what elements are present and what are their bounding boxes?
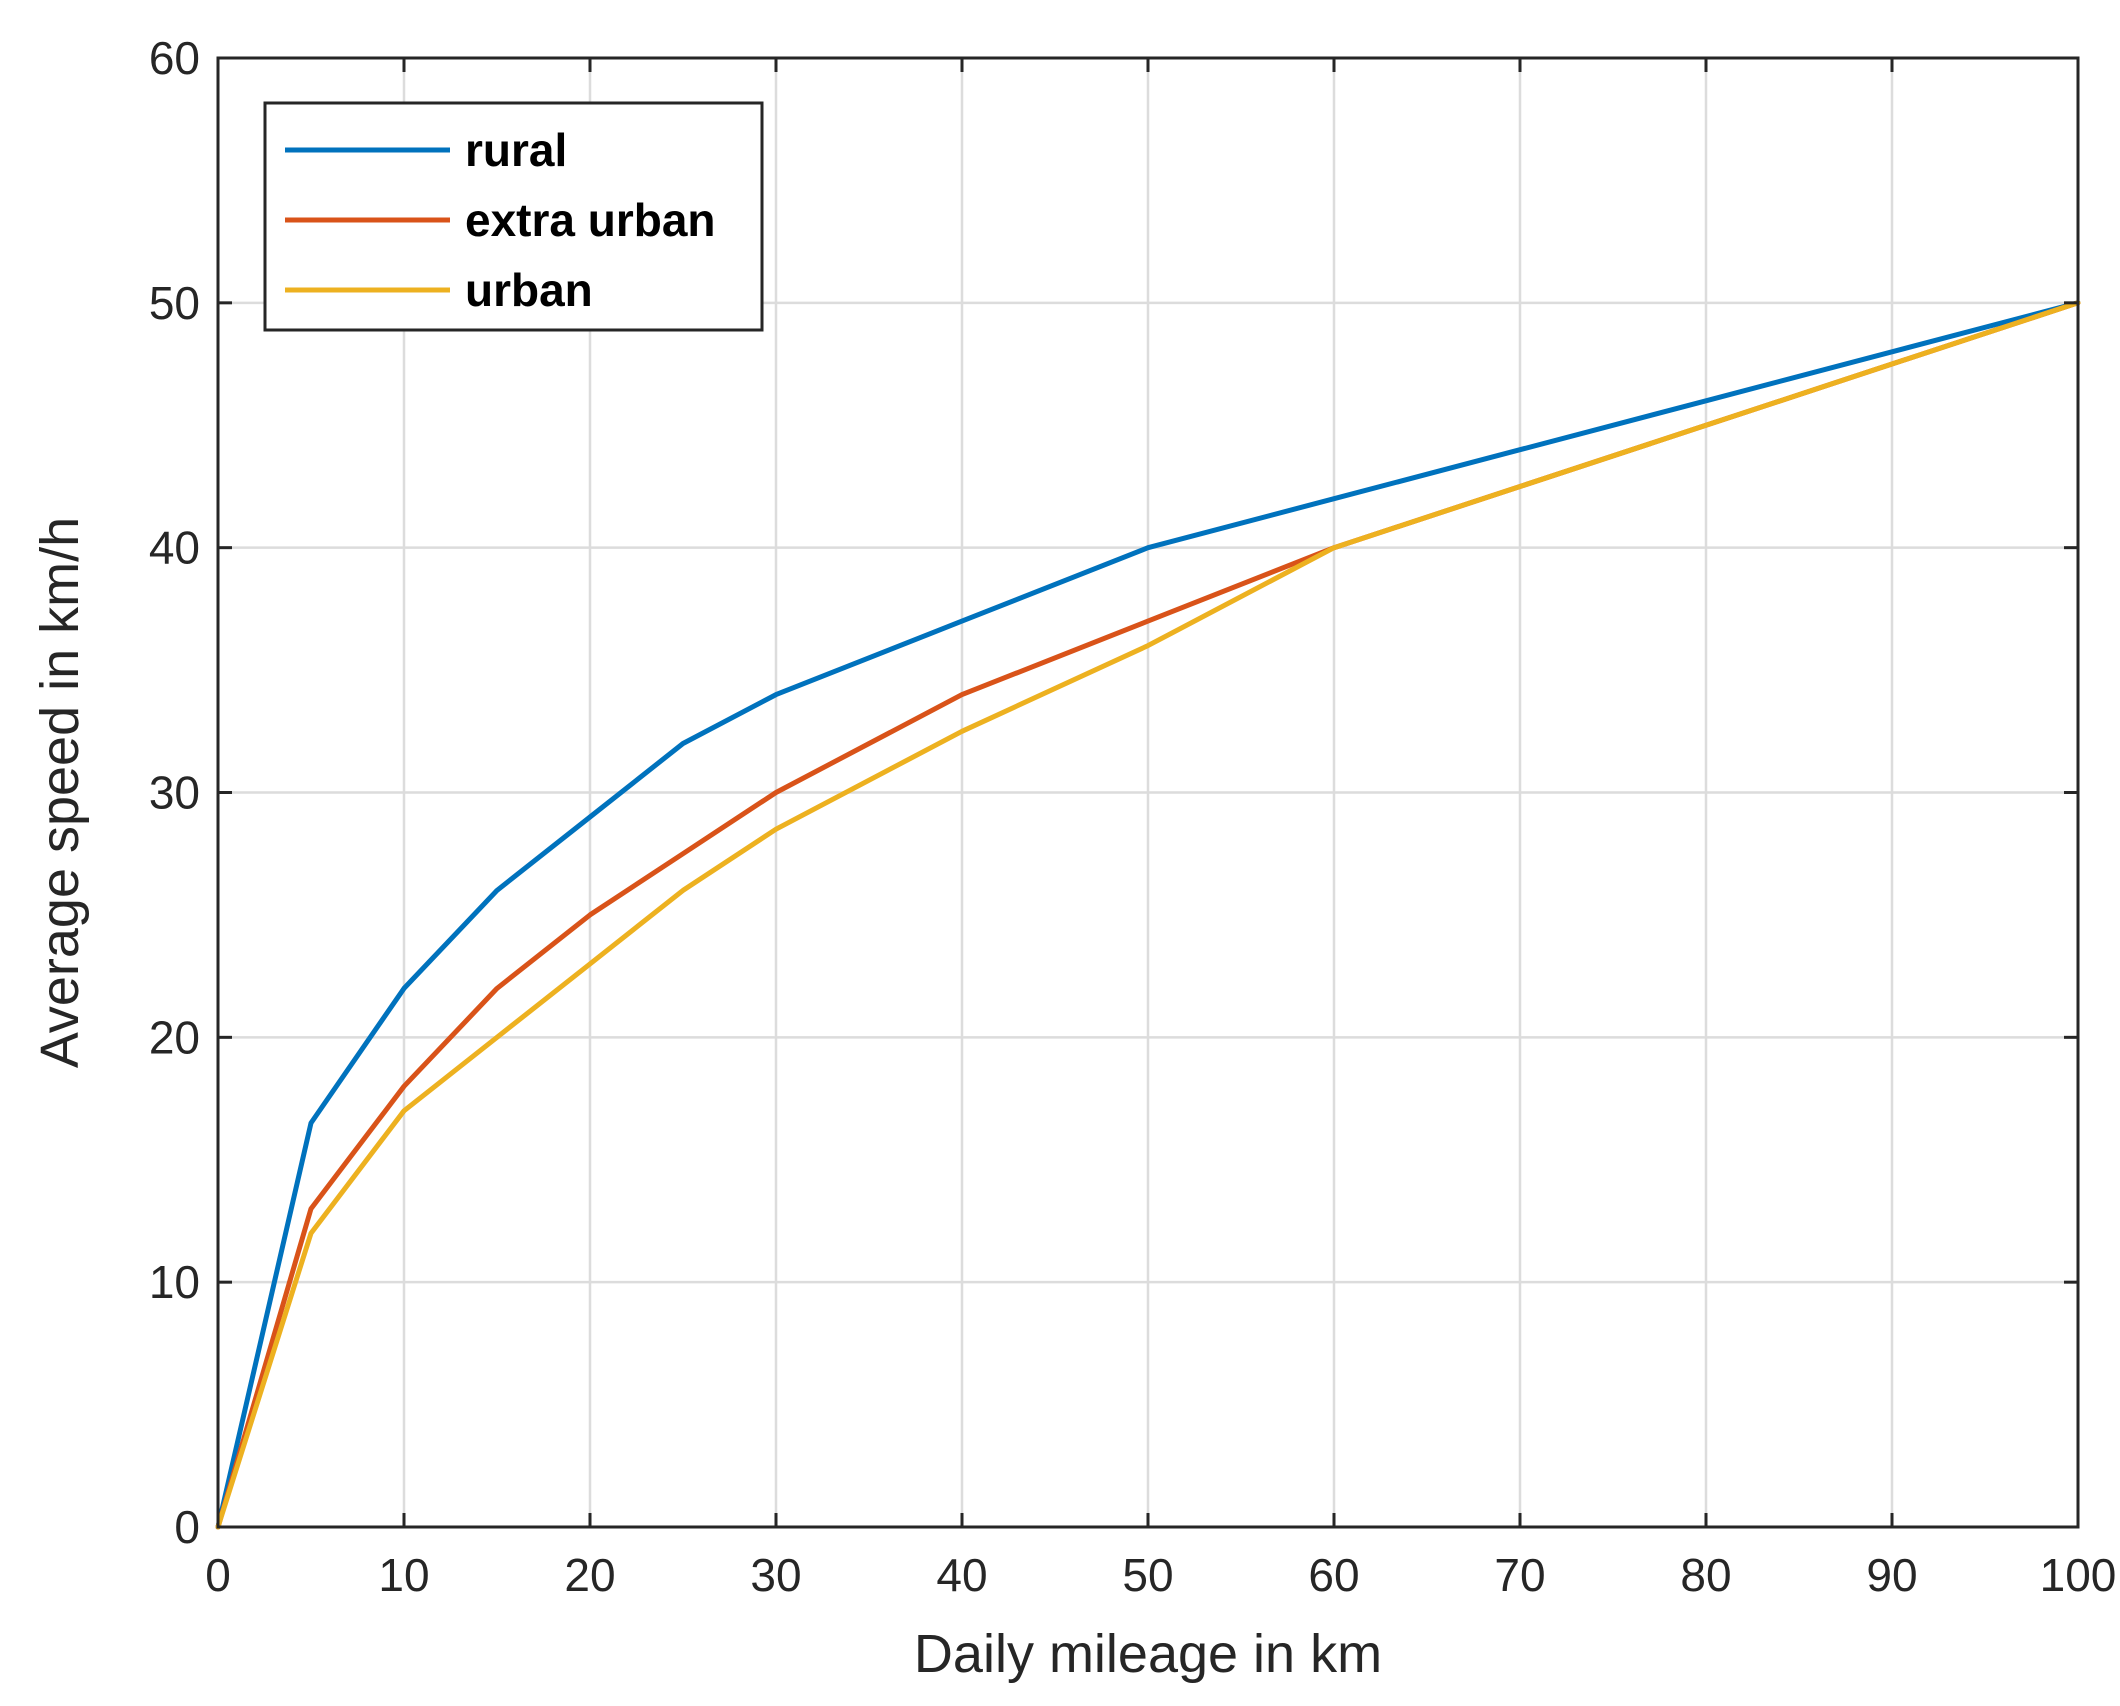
- y-tick-label: 20: [149, 1011, 200, 1063]
- legend-entries: rural extra urban urban: [285, 124, 716, 316]
- y-tick-label: 0: [174, 1501, 200, 1553]
- y-tick-label: 40: [149, 522, 200, 574]
- x-tick-label: 80: [1680, 1549, 1731, 1601]
- series-line-urban: [215, 300, 2081, 1530]
- y-axis-label: Average speed in km/h: [30, 517, 90, 1068]
- series-lines: [215, 300, 2081, 1530]
- x-tick-label: 100: [2040, 1549, 2117, 1601]
- x-tick-label: 20: [564, 1549, 615, 1601]
- legend-label-rural: rural: [465, 124, 567, 176]
- x-tick-label: 30: [750, 1549, 801, 1601]
- axis-ticks: [216, 56, 2080, 1529]
- y-tick-label: 10: [149, 1256, 200, 1308]
- x-tick-label: 90: [1866, 1549, 1917, 1601]
- x-tick-labels: 0 10 20 30 40 50 60 70 80 90 100: [205, 1549, 2116, 1601]
- x-tick-label: 50: [1122, 1549, 1173, 1601]
- x-tick-label: 70: [1494, 1549, 1545, 1601]
- x-tick-label: 60: [1308, 1549, 1359, 1601]
- x-axis-label: Daily mileage in km: [914, 1624, 1382, 1684]
- y-tick-label: 60: [149, 32, 200, 84]
- legend-label-urban: urban: [465, 264, 593, 316]
- x-tick-label: 0: [205, 1549, 231, 1601]
- legend-label-extra-urban: extra urban: [465, 194, 716, 246]
- y-tick-label: 30: [149, 767, 200, 819]
- series-line-rural: [215, 300, 2081, 1530]
- legend: rural extra urban urban: [263, 101, 764, 332]
- x-tick-label: 10: [378, 1549, 429, 1601]
- y-tick-label: 50: [149, 277, 200, 329]
- y-tick-labels: 0 10 20 30 40 50 60: [149, 32, 200, 1553]
- x-tick-label: 40: [936, 1549, 987, 1601]
